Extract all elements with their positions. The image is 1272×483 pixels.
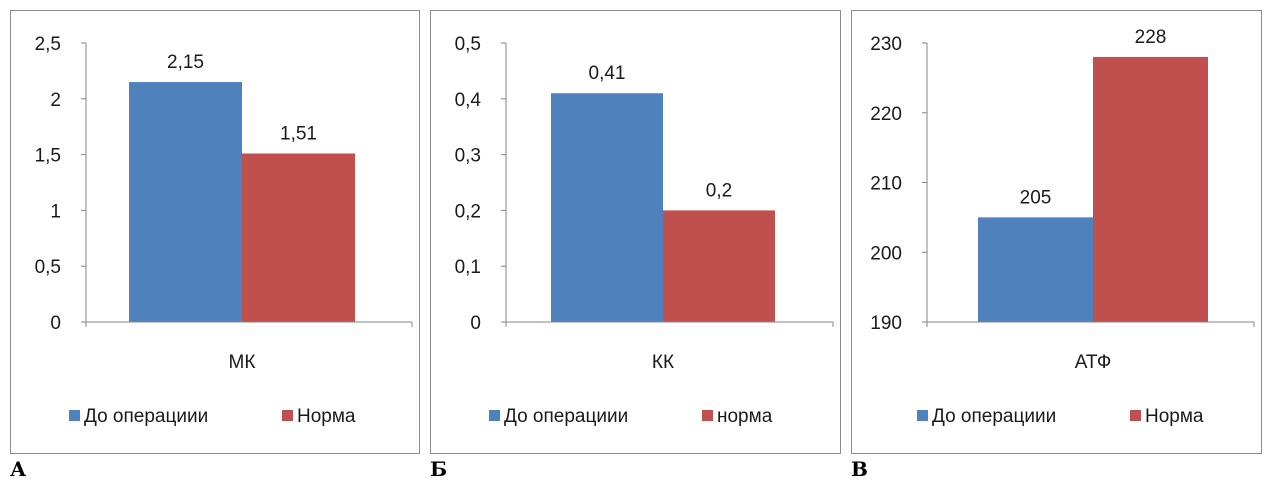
- legend-swatch: [1130, 410, 1141, 421]
- bar-1: [551, 93, 663, 322]
- chart-svg: 0 0,1 0,2 0,3 0,4 0,5 0,41 0,2 КК До операциии нор…: [455, 34, 834, 427]
- chart-svg: 190 200 210 220 230 205 228 АТФ До операциии Норм…: [870, 27, 1255, 427]
- bar-2: [242, 153, 355, 322]
- x-category-label: МК: [229, 352, 256, 373]
- y-tick-label: 0,1: [455, 257, 481, 278]
- data-label: 2,15: [167, 52, 204, 73]
- panel-letter-a: А: [10, 457, 27, 481]
- legend-swatch: [69, 410, 80, 421]
- legend-label: Норма: [1145, 406, 1204, 427]
- legend-swatch: [702, 410, 713, 421]
- y-tick-label: 0,2: [455, 201, 481, 222]
- x-category-label: АТФ: [1075, 352, 1112, 373]
- y-tick-label: 0,4: [455, 90, 482, 111]
- x-category-label: КК: [652, 352, 674, 373]
- chart-frame: 0 0,5 1 1,5 2 2,5 2,15 1,51 МК До операциии Норма: [10, 10, 420, 454]
- panel-letter-b: Б: [430, 457, 448, 481]
- y-tick-label: 2,5: [35, 34, 61, 55]
- chart-svg: 0 0,5 1 1,5 2 2,5 2,15 1,51 МК До операциии Норма: [35, 34, 413, 427]
- y-tick-label: 220: [870, 104, 902, 125]
- legend-swatch: [917, 410, 928, 421]
- chart-frame: 0 0,1 0,2 0,3 0,4 0,5 0,41 0,2 КК До операциии нор…: [430, 10, 841, 454]
- y-tick-label: 0,3: [455, 146, 481, 167]
- y-tick-label: 0,5: [455, 34, 481, 55]
- data-label: 205: [1020, 187, 1052, 208]
- legend-label: До операциии: [932, 406, 1056, 427]
- legend-swatch: [489, 410, 500, 421]
- chart-frame: 190 200 210 220 230 205 228 АТФ До операциии Норм…: [851, 10, 1262, 454]
- y-tick-label: 230: [870, 34, 902, 55]
- data-label: 0,41: [589, 63, 626, 84]
- legend-label: Норма: [297, 406, 356, 427]
- legend-swatch: [282, 410, 293, 421]
- y-tick-label: 1,5: [35, 146, 61, 167]
- panel-letter-c: В: [851, 457, 868, 481]
- y-tick-label: 210: [870, 174, 902, 195]
- y-tick-label: 2: [50, 90, 61, 111]
- y-tick-label: 200: [870, 243, 902, 264]
- bar-1: [129, 82, 242, 322]
- bar-2: [1093, 56, 1208, 322]
- data-label: 0,2: [706, 180, 732, 201]
- y-tick-label: 0,5: [35, 257, 61, 278]
- y-tick-label: 190: [870, 313, 902, 334]
- data-label: 228: [1135, 27, 1167, 48]
- bar-1: [978, 217, 1093, 322]
- y-tick-label: 1: [50, 201, 61, 222]
- legend-label: До операциии: [84, 406, 208, 427]
- legend-label: До операциии: [504, 406, 628, 427]
- data-label: 1,51: [280, 123, 317, 144]
- y-tick-label: 0: [470, 313, 481, 334]
- legend-label: норма: [717, 406, 773, 427]
- bar-2: [663, 210, 775, 322]
- y-tick-label: 0: [50, 313, 61, 334]
